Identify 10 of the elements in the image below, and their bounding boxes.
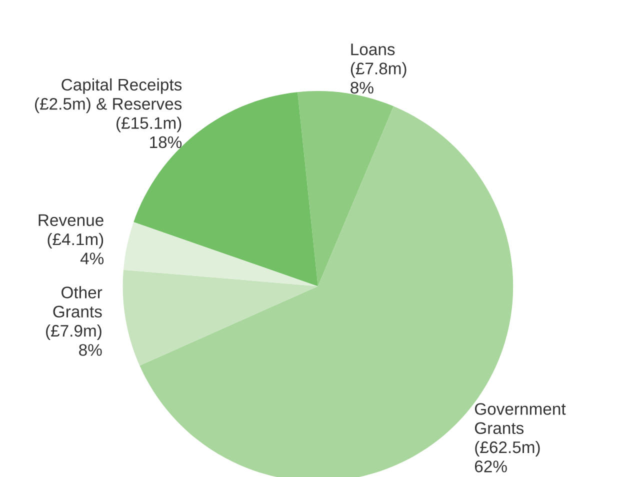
slice-label: Government Grants (£62.5m) xyxy=(474,403,566,456)
slice-label: Revenue (£4.1m) xyxy=(38,214,104,249)
data-label: 8% xyxy=(350,82,374,94)
data-label: 18% xyxy=(150,136,182,148)
data-label: 8% xyxy=(79,344,102,356)
data-label: 62% xyxy=(474,460,507,472)
data-label: 4% xyxy=(80,252,104,264)
slice-label: Capital Receipts (£2.5m) & Reserves (£15.1m) xyxy=(35,78,182,132)
slice-label: Other Grants (£7.9m) xyxy=(46,286,102,340)
slice-label: Loans (£7.8m) xyxy=(350,44,406,78)
